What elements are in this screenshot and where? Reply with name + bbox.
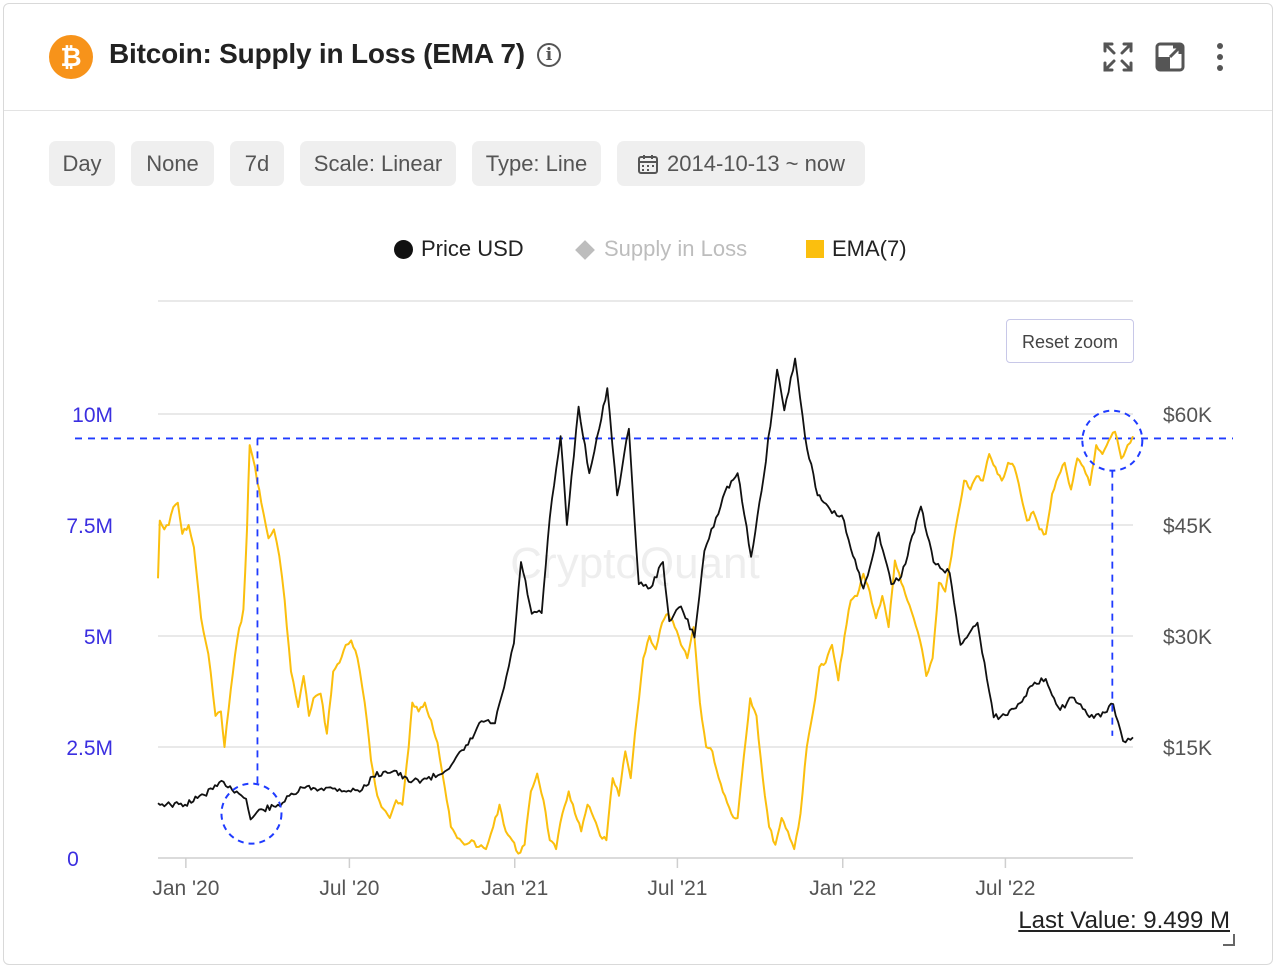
info-icon[interactable]: i bbox=[537, 43, 561, 67]
legend-diamond-icon bbox=[575, 240, 595, 260]
bitcoin-logo-icon: ₿ bbox=[49, 35, 93, 79]
fullscreen-icon[interactable] bbox=[1101, 40, 1135, 74]
more-vert-icon[interactable] bbox=[1205, 40, 1235, 74]
last-value-readout: Last Value: 9.499 M bbox=[1018, 907, 1230, 934]
legend-label-supply: Supply in Loss bbox=[604, 236, 748, 261]
chart-title: Bitcoin: Supply in Loss (EMA 7) bbox=[109, 38, 525, 69]
popout-icon[interactable] bbox=[1153, 40, 1187, 74]
chart-header: ₿ Bitcoin: Supply in Loss (EMA 7) i bbox=[4, 4, 1272, 111]
reset-zoom-button[interactable]: Reset zoom bbox=[1006, 319, 1134, 363]
ma-7d-chip[interactable]: 7d bbox=[230, 141, 284, 186]
legend-label-ema: EMA(7) bbox=[832, 236, 907, 261]
legend-supply-in-loss[interactable]: Supply in Loss bbox=[575, 236, 748, 262]
legend-price-usd[interactable]: Price USD bbox=[394, 236, 524, 262]
window-none-chip[interactable]: None bbox=[131, 141, 214, 186]
scale-chip[interactable]: Scale: Linear bbox=[300, 141, 456, 186]
legend-ema7[interactable]: EMA(7) bbox=[806, 236, 907, 262]
date-range-label: 2014-10-13 ~ now bbox=[667, 151, 845, 176]
interval-day-chip[interactable]: Day bbox=[49, 141, 115, 186]
legend-square-icon bbox=[806, 240, 824, 258]
date-range-chip[interactable]: 2014-10-13 ~ now bbox=[617, 141, 865, 186]
legend-label-price: Price USD bbox=[421, 236, 524, 261]
calendar-icon bbox=[638, 155, 659, 174]
type-chip[interactable]: Type: Line bbox=[472, 141, 601, 186]
chart-card: ₿ Bitcoin: Supply in Loss (EMA 7) i Day … bbox=[3, 3, 1273, 965]
legend-circle-icon bbox=[394, 240, 413, 259]
